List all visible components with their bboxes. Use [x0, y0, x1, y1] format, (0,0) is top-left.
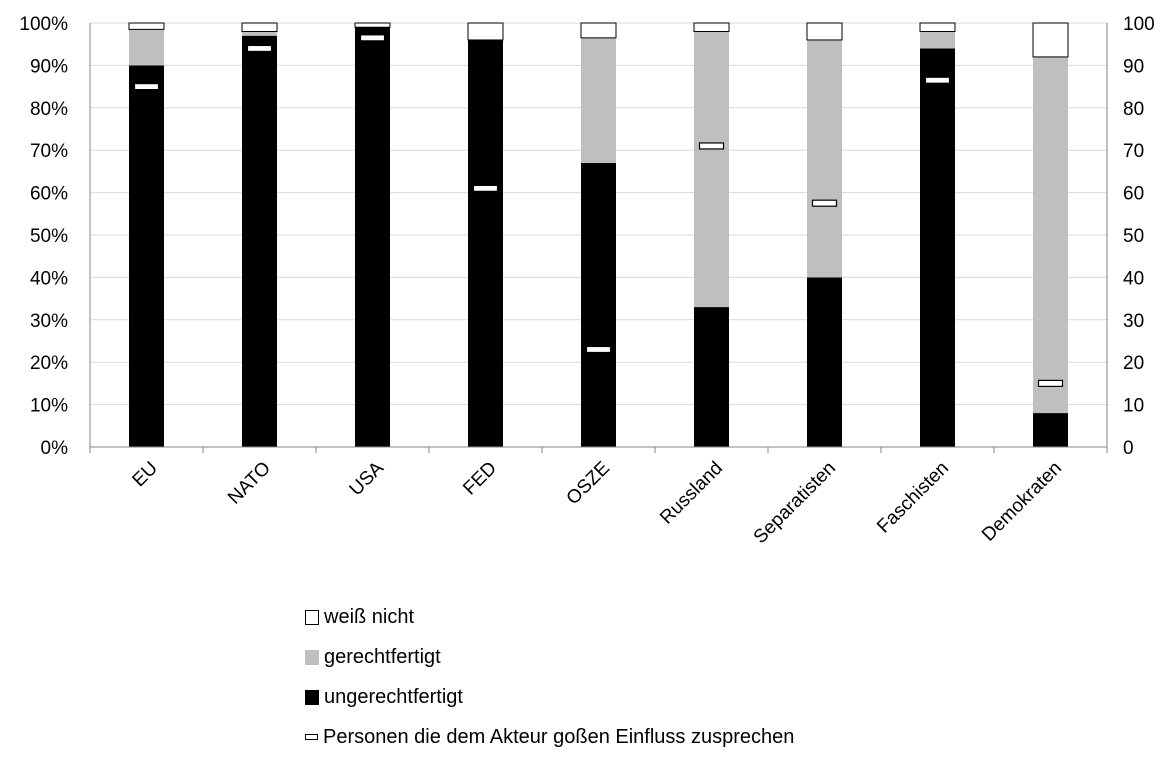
legend-label: gerechtfertigt [324, 645, 441, 668]
right-tick-label: 90 [1123, 56, 1144, 77]
bar-segment [807, 277, 842, 447]
stacked-bar-chart: 0% 10% 20% 30% 40% 50% 60% 70% 80% 90% 100% 0 10 20 3… [19, 14, 1155, 548]
bar-segment [920, 48, 955, 447]
legend-item: weiß nicht [305, 597, 794, 637]
left-axis-tick-labels: 0% 10% 20% 30% 40% 50% 60% 70% 80% 90% 100% [19, 14, 68, 459]
bar-segment [806, 22, 843, 41]
right-tick-label: 80 [1123, 99, 1144, 120]
influence-marker [246, 44, 273, 53]
bar-segment [807, 39, 842, 278]
bar-group [580, 22, 617, 448]
influence-marker [1037, 379, 1064, 387]
bar-segment [1033, 413, 1068, 447]
bar-groups [128, 22, 1069, 448]
legend-swatch [305, 649, 319, 665]
bar-group [241, 22, 278, 447]
left-tick-label: 0% [41, 438, 69, 459]
influence-marker [811, 199, 838, 207]
legend-item: gerechtfertigt [305, 637, 794, 677]
category-label: Faschisten [873, 458, 953, 538]
bar-group [806, 22, 843, 447]
bar-segment [1032, 22, 1069, 58]
legend-item: ungerechtfertigt [305, 677, 794, 717]
bar-segment [920, 31, 955, 49]
bar-group [467, 22, 504, 448]
category-label: NATO [224, 458, 275, 509]
right-tick-label: 40 [1123, 268, 1144, 289]
axes [89, 23, 1108, 453]
influence-markers [133, 34, 1064, 387]
category-labels: EU NATO USA FED OSZE Russland Separatisten Fasc… [129, 457, 1067, 548]
category-label: Russland [656, 458, 727, 529]
bar-segment [581, 162, 616, 448]
bar-segment [467, 22, 504, 41]
bar-segment [355, 27, 390, 448]
bar-group [354, 22, 391, 448]
legend-label: ungerechtfertigt [324, 685, 463, 708]
influence-marker [472, 184, 499, 192]
influence-marker [585, 345, 612, 354]
category-label: Separatisten [750, 458, 840, 548]
left-tick-label: 80% [30, 99, 68, 120]
right-tick-label: 10 [1123, 396, 1144, 417]
right-tick-label: 20 [1123, 353, 1144, 374]
category-label: FED [459, 458, 501, 500]
bar-segment [919, 22, 956, 32]
bar-segment [1033, 56, 1068, 414]
bar-segment [693, 22, 730, 32]
right-tick-label: 70 [1123, 141, 1144, 162]
category-label: Demokraten [978, 458, 1066, 546]
influence-marker [924, 76, 951, 84]
legend-item: Personen die dem Akteur goßen Einfluss z… [305, 717, 794, 757]
bar-segment [468, 39, 503, 448]
bar-segment [694, 307, 729, 447]
right-tick-label: 60 [1123, 184, 1144, 205]
left-tick-label: 70% [30, 141, 68, 162]
left-tick-label: 40% [30, 268, 68, 289]
bar-segment [581, 37, 616, 163]
bar-segment [354, 22, 391, 28]
legend-swatch [305, 689, 319, 705]
right-tick-label: 50 [1123, 226, 1144, 247]
influence-marker [133, 82, 160, 91]
legend-swatch [305, 734, 318, 740]
left-tick-label: 90% [30, 56, 68, 77]
bar-segment [129, 65, 164, 448]
legend-label: weiß nicht [324, 605, 415, 628]
bar-segment [694, 31, 729, 308]
legend-label: Personen die dem Akteur goßen Einfluss z… [323, 725, 795, 748]
left-tick-label: 50% [30, 226, 68, 247]
bar-segment [241, 22, 278, 32]
left-tick-label: 100% [19, 14, 68, 35]
bar-segment [242, 31, 277, 36]
legend: weiß nicht gerechtfertigt ungerechtfertigt… [305, 597, 794, 757]
bar-segment [580, 22, 617, 39]
bar-group [128, 22, 165, 448]
left-tick-label: 60% [30, 184, 68, 205]
left-tick-label: 10% [30, 396, 68, 417]
influence-marker [698, 142, 725, 150]
right-tick-label: 100 [1123, 14, 1155, 35]
bar-segment [242, 35, 277, 447]
influence-marker [359, 34, 386, 42]
left-tick-label: 30% [30, 311, 68, 332]
bar-segment [129, 29, 164, 66]
bar-group [919, 22, 956, 447]
bar-group [693, 22, 730, 447]
legend-swatch [305, 609, 319, 625]
category-label: USA [346, 457, 389, 500]
bar-group [1032, 22, 1069, 447]
bar-segment [128, 22, 165, 30]
category-label: EU [129, 458, 163, 492]
right-tick-label: 30 [1123, 311, 1144, 332]
left-tick-label: 20% [30, 353, 68, 374]
category-label: OSZE [563, 458, 614, 509]
right-axis-tick-labels: 0 10 20 30 40 50 60 70 80 90 100 [1123, 14, 1155, 459]
right-tick-label: 0 [1123, 438, 1134, 459]
